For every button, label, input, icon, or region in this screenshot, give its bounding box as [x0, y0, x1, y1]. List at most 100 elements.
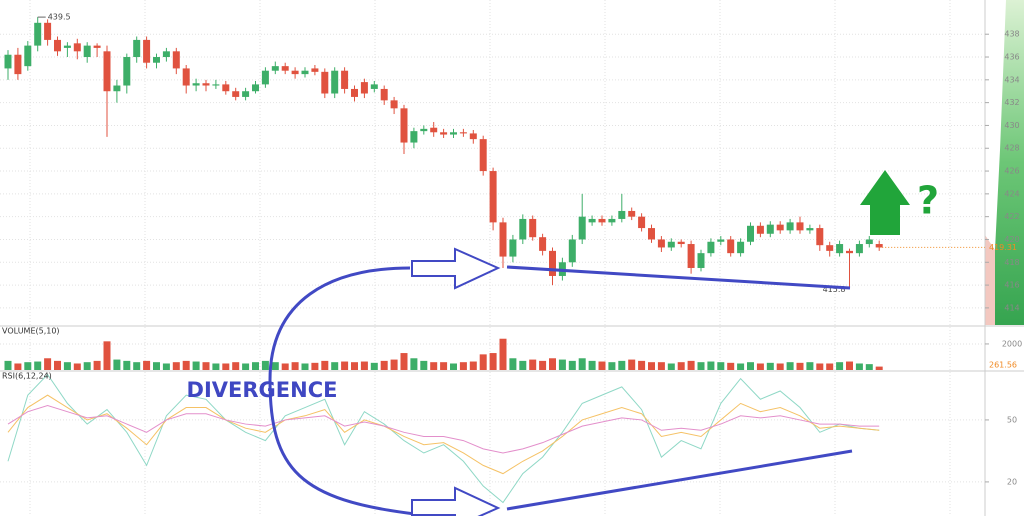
candle-body — [608, 218, 616, 223]
candle-body — [519, 218, 527, 240]
y-tick-label: 2000 — [1002, 339, 1022, 348]
candle-body — [469, 133, 477, 140]
candle-body — [271, 66, 279, 71]
volume-bar — [648, 362, 655, 370]
volume-bar — [796, 362, 804, 370]
volume-bar — [677, 362, 685, 370]
candle-body — [756, 225, 764, 234]
volume-bar — [717, 362, 725, 370]
candle-body — [34, 22, 42, 46]
volume-bar — [727, 362, 735, 370]
candle-body — [578, 216, 586, 240]
candle-body — [143, 39, 151, 63]
volume-bar — [182, 360, 190, 370]
candle-body — [648, 228, 655, 240]
volume-bar — [380, 360, 388, 370]
candle-body — [281, 66, 289, 71]
last-volume-label: 261.56 — [989, 361, 1017, 370]
arrow — [411, 247, 501, 516]
volume-bar — [509, 358, 517, 370]
candle-body — [133, 39, 141, 58]
candle-body — [529, 218, 537, 238]
volume-bar — [479, 354, 487, 370]
candle-body — [677, 241, 685, 245]
volume-bar — [489, 353, 497, 370]
candle-body — [440, 132, 448, 135]
volume-bar — [271, 362, 279, 370]
candle-body — [459, 132, 467, 134]
arrow — [411, 486, 501, 516]
volume-bar — [44, 358, 52, 370]
volume-bar — [281, 363, 289, 370]
y-tick-label: 422 — [1004, 212, 1019, 221]
y-tick-label: 428 — [1004, 144, 1019, 153]
candle-body — [14, 54, 22, 75]
volume-bar — [153, 362, 160, 370]
volume-bar — [34, 361, 42, 370]
volume-bar — [747, 362, 754, 370]
candle-body — [865, 239, 873, 245]
volume-bar — [816, 363, 824, 370]
candle-body — [509, 239, 517, 257]
volume-bar — [499, 338, 507, 370]
candle-body — [697, 253, 705, 268]
volume-bar — [806, 362, 814, 370]
volume-bar — [539, 360, 547, 370]
volume-bar — [588, 360, 596, 370]
candle-body — [242, 91, 250, 97]
volume-bar — [54, 360, 61, 370]
volume-bar — [657, 362, 665, 370]
candle-body — [351, 88, 358, 97]
candle-body — [786, 222, 794, 231]
volume-bar — [855, 363, 863, 370]
candle-body — [123, 57, 131, 86]
volume-bar — [172, 362, 180, 370]
candle-body — [261, 70, 269, 85]
candle-body — [875, 244, 883, 248]
volume-bar — [351, 362, 358, 370]
candle-body — [766, 224, 774, 234]
y-tick-label: 436 — [1004, 53, 1019, 62]
volume-bar — [420, 360, 428, 370]
volume-bar — [628, 359, 636, 370]
volume-bar — [73, 363, 81, 370]
candle-body — [54, 39, 61, 52]
volume-bar — [410, 358, 418, 370]
low-label: 415.8 — [823, 285, 846, 294]
candle-body — [93, 45, 101, 48]
volume-bar — [598, 361, 606, 370]
candle-body — [836, 244, 844, 254]
candle-body — [341, 70, 349, 89]
trend-line — [506, 265, 851, 290]
volume-bar — [143, 360, 151, 370]
candle-body — [380, 88, 388, 101]
candle-body — [182, 68, 190, 86]
volume-bar — [826, 363, 834, 370]
volume-bar — [242, 363, 250, 370]
candle-body — [83, 45, 91, 58]
volume-bar — [459, 362, 467, 370]
volume-bar — [202, 362, 210, 370]
y-tick-label: 20 — [1007, 477, 1017, 486]
y-tick-label: 434 — [1004, 75, 1019, 84]
volume-bar — [301, 363, 309, 370]
y-tick-label: 432 — [1004, 98, 1019, 107]
annotation — [268, 265, 853, 516]
candle-body — [321, 71, 329, 94]
candle-body — [153, 57, 160, 63]
volume-bar — [162, 363, 170, 370]
candle-body — [63, 45, 71, 48]
volume-bar — [558, 359, 566, 370]
volume-bar — [321, 360, 329, 370]
candle-body — [618, 210, 626, 219]
volume-bar — [469, 361, 477, 370]
candle-body — [806, 228, 814, 231]
candle-body — [499, 222, 507, 257]
candle-body — [360, 82, 368, 94]
candle-body — [103, 51, 111, 92]
candle-body — [420, 128, 428, 132]
candle-body — [252, 84, 259, 92]
volume-bar — [776, 363, 784, 370]
volume-bar — [222, 363, 230, 370]
